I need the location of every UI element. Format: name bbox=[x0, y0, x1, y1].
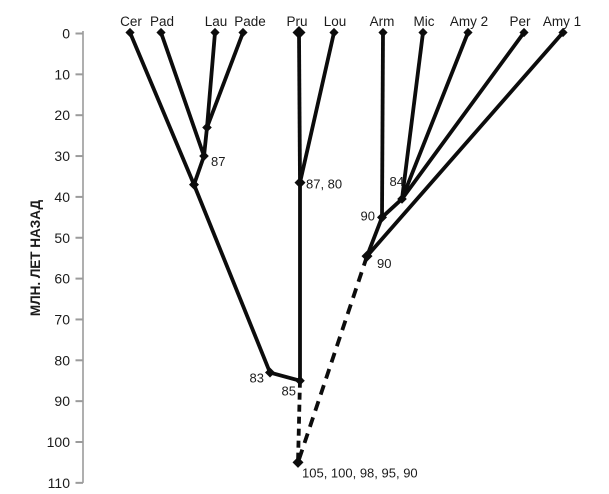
y-tick-label: 70 bbox=[54, 311, 70, 327]
node-marker-n85 bbox=[295, 375, 305, 386]
node-label-n90b: 90 bbox=[377, 256, 391, 271]
taxon-label-Cer: Cer bbox=[120, 14, 142, 29]
leaf-marker-Lou bbox=[329, 27, 339, 38]
y-tick-label: 40 bbox=[54, 189, 70, 205]
node-marker-n83 bbox=[265, 367, 275, 378]
branch-Per-n84 bbox=[400, 31, 526, 201]
leaf-marker-Pade bbox=[238, 27, 248, 38]
y-tick-label: 90 bbox=[54, 393, 70, 409]
branch-Mic-n84 bbox=[400, 32, 425, 200]
node-marker-n84 bbox=[397, 194, 407, 204]
node-marker-nB bbox=[189, 179, 199, 190]
leaf-marker-Pad bbox=[156, 27, 166, 38]
branch-Pru-n8780 bbox=[297, 32, 302, 183]
y-tick-label: 60 bbox=[54, 271, 70, 287]
y-tick-label: 0 bbox=[62, 26, 70, 42]
node-label-n84: 84 bbox=[390, 174, 404, 189]
node-marker-n8780 bbox=[294, 177, 306, 189]
node-label-n8780: 87, 80 bbox=[306, 177, 342, 192]
branch-Lou-n8780 bbox=[298, 32, 336, 184]
branch-Lau-n_lau_pade bbox=[205, 32, 217, 128]
branch-nB-n83 bbox=[192, 183, 272, 374]
node-label-n83: 83 bbox=[250, 371, 264, 386]
node-label-n90a: 90 bbox=[361, 208, 375, 223]
branch-n87-nB bbox=[192, 155, 206, 186]
taxon-label-Lau: Lau bbox=[205, 14, 228, 29]
taxon-label-Lou: Lou bbox=[324, 14, 347, 29]
branch-n83-n85 bbox=[269, 370, 301, 383]
node-marker-n_lau_pade bbox=[202, 122, 212, 133]
branch-n90a-n90b bbox=[365, 216, 384, 257]
branch-n84-n90a bbox=[380, 197, 404, 219]
leaf-marker-Lau bbox=[210, 27, 220, 38]
node-label-n87: 87 bbox=[211, 154, 225, 169]
leaf-marker-Arm bbox=[378, 27, 388, 38]
node-marker-n90a bbox=[377, 212, 387, 223]
branch-Arm-n90a bbox=[380, 32, 385, 218]
branch-Pade-n_lau_pade bbox=[205, 31, 245, 129]
branch-Pad-n87 bbox=[159, 31, 206, 157]
node-marker-n87 bbox=[199, 151, 209, 161]
node-marker-root bbox=[292, 456, 304, 468]
y-tick-label: 10 bbox=[54, 66, 70, 82]
node-label-n85: 85 bbox=[282, 384, 296, 399]
y-tick-label: 20 bbox=[54, 107, 70, 123]
leaf-marker-Pru bbox=[292, 26, 306, 39]
leaf-marker-Mic bbox=[418, 27, 428, 38]
y-tick-label: 100 bbox=[47, 434, 71, 450]
taxon-label-Mic: Mic bbox=[414, 14, 435, 29]
branch-n85-root bbox=[296, 380, 302, 463]
y-tick-label: 30 bbox=[54, 148, 70, 164]
leaf-marker-Amy1 bbox=[558, 27, 568, 38]
y-axis-title: МЛН. ЛЕТ НАЗАД bbox=[28, 199, 43, 316]
taxon-label-Amy1: Amy 1 bbox=[543, 14, 581, 29]
leaf-marker-Amy2 bbox=[463, 27, 473, 38]
taxon-label-Amy2: Amy 2 bbox=[450, 14, 488, 29]
leaf-marker-Per bbox=[519, 27, 529, 38]
leaf-marker-Cer bbox=[125, 27, 135, 38]
taxon-label-Pad: Pad bbox=[150, 14, 174, 29]
node-marker-n90b bbox=[361, 250, 373, 262]
branch-n90b-root bbox=[296, 255, 369, 464]
taxon-label-Arm: Arm bbox=[370, 14, 395, 29]
branch-Amy2-n84 bbox=[400, 31, 470, 200]
y-tick-label: 110 bbox=[48, 475, 71, 491]
y-tick-label: 50 bbox=[54, 230, 70, 246]
taxon-label-Pru: Pru bbox=[286, 14, 307, 29]
taxon-label-Per: Per bbox=[509, 14, 531, 29]
node-label-root: 105, 100, 98, 95, 90 bbox=[302, 465, 418, 480]
branch-n_lau_pade-n87 bbox=[202, 127, 209, 157]
branch-Amy1-n90b bbox=[365, 31, 565, 258]
y-tick-label: 80 bbox=[54, 352, 70, 368]
branch-Cer-nB bbox=[128, 31, 196, 186]
taxon-label-Pade: Pade bbox=[234, 14, 266, 29]
